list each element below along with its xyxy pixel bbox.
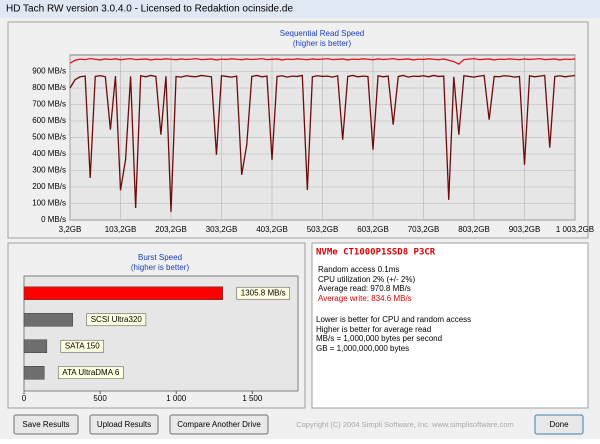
stat: Average write: 834.6 MB/s [318,294,412,303]
note: MB/s = 1,000,000 bytes per second [316,334,442,343]
bar-label: SATA 150 [65,341,100,350]
button-label[interactable]: Upload Results [97,420,151,429]
bar [23,313,73,327]
copyright: Copyright (C) 2004 Simpli Software, Inc.… [296,420,514,429]
bar-label: SCSI Ultra320 [91,315,143,324]
x-tick-label: 1 500 [242,394,263,403]
bar-label: ATA UltraDMA 6 [62,368,120,377]
y-tick-label: 600 MB/s [32,116,66,125]
window-title: HD Tach RW version 3.0.4.0 - Licensed to… [6,4,293,15]
x-tick-label: 403,2GB [256,225,288,234]
x-tick-label: 1 000 [166,394,187,403]
button-label[interactable]: Save Results [22,420,69,429]
x-tick-label: 500 [93,394,107,403]
x-tick-label: 503,2GB [307,225,339,234]
x-tick-label: 703,2GB [408,225,440,234]
label-box [60,339,104,353]
button[interactable]: Done [534,414,584,435]
label-box [57,366,124,380]
button[interactable]: Compare Another Drive [169,414,269,435]
title-bar [0,0,600,18]
note: GB = 1,000,000,000 bytes [316,344,409,353]
button-label[interactable]: Compare Another Drive [177,420,261,429]
stat: CPU utilization 2% (+/- 2%) [318,275,415,284]
x-tick-label: 303,2GB [206,225,238,234]
bar-label-box: ATA UltraDMA 6 [57,366,124,380]
x-tick-label: 1 003,2GB [556,225,594,234]
y-tick-label: 800 MB/s [32,83,66,92]
y-tick-label: 100 MB/s [32,199,66,208]
y-tick-label: 300 MB/s [32,166,66,175]
bar-label-box: SCSI Ultra320 [86,313,147,327]
button-label[interactable]: Done [549,420,569,429]
bar-label-box: 1305.8 MB/s [236,286,290,300]
x-tick-label: 203,2GB [155,225,187,234]
y-tick-label: 900 MB/s [32,67,66,76]
data-line [69,57,576,65]
note: Higher is better for average read [316,325,431,334]
x-tick-label: 603,2GB [357,225,389,234]
x-tick-label: 3,2GB [59,225,82,234]
bar-label: 1305.8 MB/s [241,288,286,297]
chart-subtitle: (higher is better) [293,39,352,48]
bar [23,286,224,300]
button[interactable]: Upload Results [89,414,159,435]
y-tick-label: 500 MB/s [32,133,66,142]
chart-title: Burst Speed [138,253,182,262]
y-tick-label: 0 MB/s [41,215,66,224]
x-tick-label: 803,2GB [458,225,490,234]
x-tick-label: 903,2GB [509,225,541,234]
data-line [69,74,576,212]
info-panel [311,242,589,409]
note: Lower is better for CPU and random acces… [316,315,471,324]
label-box [86,313,147,327]
stat: Average read: 970.8 MB/s [318,284,411,293]
chart-title: Sequential Read Speed [280,29,365,38]
button[interactable]: Save Results [13,414,79,435]
y-tick-label: 400 MB/s [32,149,66,158]
stat: Random access 0.1ms [318,265,399,274]
x-tick-label: 0 [22,394,27,403]
label-box [236,286,290,300]
bar [23,339,48,353]
drive-title: NVMe CT1000P1SSD8 P3CR [316,248,436,258]
bar-label-box: SATA 150 [60,339,104,353]
bar [23,366,45,380]
x-tick-label: 103,2GB [105,225,137,234]
y-tick-label: 200 MB/s [32,182,66,191]
chart-subtitle: (higher is better) [131,263,190,272]
y-tick-label: 700 MB/s [32,100,66,109]
